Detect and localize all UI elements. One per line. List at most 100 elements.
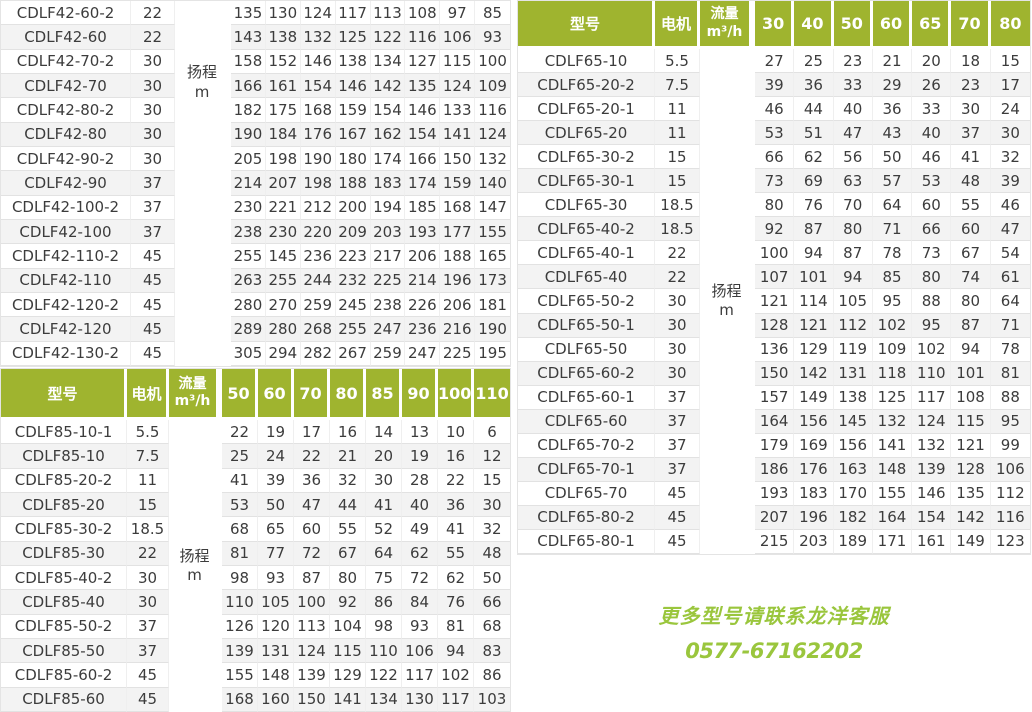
head-value-cell: 43 xyxy=(872,121,913,146)
head-value-cell: 66 xyxy=(755,145,795,170)
head-value-cell: 109 xyxy=(872,337,913,362)
motor-power-cell: 37 xyxy=(127,639,169,664)
head-value-cell: 93 xyxy=(475,25,510,50)
head-value-cell: 154 xyxy=(300,74,336,99)
head-value-cell: 71 xyxy=(990,314,1030,338)
head-value-cell: 165 xyxy=(475,244,510,269)
head-value-cell: 108 xyxy=(405,1,441,26)
head-value-cell: 116 xyxy=(475,98,510,123)
head-value-cell: 84 xyxy=(402,590,438,615)
head-value-cell: 139 xyxy=(222,639,258,664)
head-value-cell: 76 xyxy=(438,590,474,615)
lift-label-line2: m xyxy=(187,566,202,585)
head-value-cell: 115 xyxy=(440,49,476,75)
head-value-cell: 75 xyxy=(366,566,402,591)
head-value-cell: 80 xyxy=(951,289,991,314)
head-value-cell: 206 xyxy=(405,244,441,269)
head-value-cell: 132 xyxy=(300,25,336,50)
head-value-cell: 267 xyxy=(335,341,371,367)
motor-power-cell: 5.5 xyxy=(655,49,700,74)
head-value-cell: 230 xyxy=(231,195,266,221)
head-value-cell: 92 xyxy=(330,590,366,615)
head-value-cell: 195 xyxy=(475,342,510,367)
model-cell: CDLF65-40-1 xyxy=(518,241,655,266)
head-value-cell: 148 xyxy=(872,457,913,482)
table-row: CDLF65-30-1 15 73 69 63 57 53 48 39 xyxy=(518,169,1030,194)
head-value-cell: 98 xyxy=(222,566,258,591)
head-value-cell: 130 xyxy=(402,687,438,712)
head-value-cell: 105 xyxy=(258,590,294,615)
model-cell: CDLF65-60 xyxy=(518,409,655,434)
head-value-cell: 64 xyxy=(366,541,402,567)
head-value-cell: 32 xyxy=(474,517,510,542)
head-value-cell: 134 xyxy=(370,49,406,75)
head-value-cell: 68 xyxy=(222,517,258,542)
head-value-cell: 206 xyxy=(440,293,476,318)
header-row: 型号 电机 流量 m³/h 50 60 70 80 85 90 100 110 xyxy=(1,369,510,420)
table-row: CDLF65-10 5.5 扬程 m 27 25 23 21 20 18 15 xyxy=(518,49,1030,554)
head-value-cell: 263 xyxy=(231,268,266,294)
head-value-cell: 154 xyxy=(370,98,406,123)
flow-value-header: 60 xyxy=(258,369,294,420)
head-value-cell: 106 xyxy=(402,639,438,664)
head-value-cell: 72 xyxy=(402,566,438,591)
head-value-cell: 68 xyxy=(474,615,510,640)
head-value-cell: 217 xyxy=(370,244,406,269)
head-value-cell: 175 xyxy=(265,98,301,123)
table-row: CDLF85-30 22 81 77 72 67 64 62 55 48 xyxy=(1,541,510,567)
head-value-cell: 88 xyxy=(912,289,952,314)
model-cell: CDLF85-10-1 xyxy=(1,420,127,445)
model-cell: CDLF65-50 xyxy=(518,337,655,362)
head-value-cell: 198 xyxy=(300,171,336,196)
flow-value-header: 70 xyxy=(951,1,991,49)
head-value-cell: 36 xyxy=(872,97,913,122)
head-value-cell: 133 xyxy=(440,98,476,123)
head-value-cell: 107 xyxy=(755,265,795,290)
table-row: CDLF42-120 45 289 280 268 255 247 236 216 190 xyxy=(1,317,510,342)
head-value-cell: 142 xyxy=(951,505,991,530)
head-value-cell: 105 xyxy=(833,289,873,314)
model-cell: CDLF65-70-1 xyxy=(518,457,655,482)
head-value-cell: 64 xyxy=(990,289,1030,314)
motor-power-cell: 15 xyxy=(655,169,700,194)
motor-power-cell: 15 xyxy=(127,493,169,518)
head-value-cell: 30 xyxy=(474,493,510,518)
motor-power-cell: 45 xyxy=(131,268,175,294)
head-value-cell: 72 xyxy=(294,541,330,567)
model-cell: CDLF85-60-2 xyxy=(1,663,127,688)
table-row: CDLF42-120-2 45 280 270 259 245 238 226 206 181 xyxy=(1,293,510,318)
motor-power-cell: 30 xyxy=(131,147,175,172)
model-cell: CDLF42-110-2 xyxy=(1,244,131,269)
head-value-cell: 64 xyxy=(872,193,913,218)
head-value-cell: 41 xyxy=(366,493,402,518)
lift-label: 扬程 m xyxy=(173,547,216,586)
head-value-cell: 46 xyxy=(990,193,1030,218)
table-row: CDLF42-70 30 166 161 154 146 142 135 124 109 xyxy=(1,74,510,99)
head-value-cell: 71 xyxy=(872,217,913,242)
contact-phone: 0577-67162202 xyxy=(685,639,863,663)
head-value-cell: 214 xyxy=(231,171,266,196)
motor-power-cell: 30 xyxy=(655,337,700,362)
head-value-cell: 214 xyxy=(405,268,441,294)
head-value-cell: 100 xyxy=(294,590,330,615)
head-value-cell: 97 xyxy=(440,1,476,26)
head-value-cell: 132 xyxy=(912,433,952,458)
head-value-cell: 225 xyxy=(370,268,406,294)
head-value-cell: 186 xyxy=(755,457,795,482)
motor-power-cell: 30 xyxy=(655,289,700,314)
head-value-cell: 124 xyxy=(475,123,510,148)
head-value-cell: 193 xyxy=(405,220,441,245)
table-row: CDLF65-80-1 45 215 203 189 171 161 149 123 xyxy=(518,529,1030,554)
model-cell: CDLF42-90-2 xyxy=(1,147,131,172)
table-row: CDLF85-20 15 53 50 47 44 41 40 36 30 xyxy=(1,493,510,518)
head-value-cell: 92 xyxy=(755,217,795,242)
head-value-cell: 146 xyxy=(912,481,952,506)
flow-value-header: 40 xyxy=(794,1,834,49)
head-value-cell: 156 xyxy=(833,433,873,458)
model-cell: CDLF65-10 xyxy=(518,49,655,74)
table-row: CDLF65-20-2 7.5 39 36 33 29 26 23 17 xyxy=(518,73,1030,98)
head-value-cell: 109 xyxy=(475,74,510,99)
head-value-cell: 95 xyxy=(872,289,913,314)
head-value-cell: 294 xyxy=(265,341,301,367)
head-value-cell: 112 xyxy=(833,313,873,338)
